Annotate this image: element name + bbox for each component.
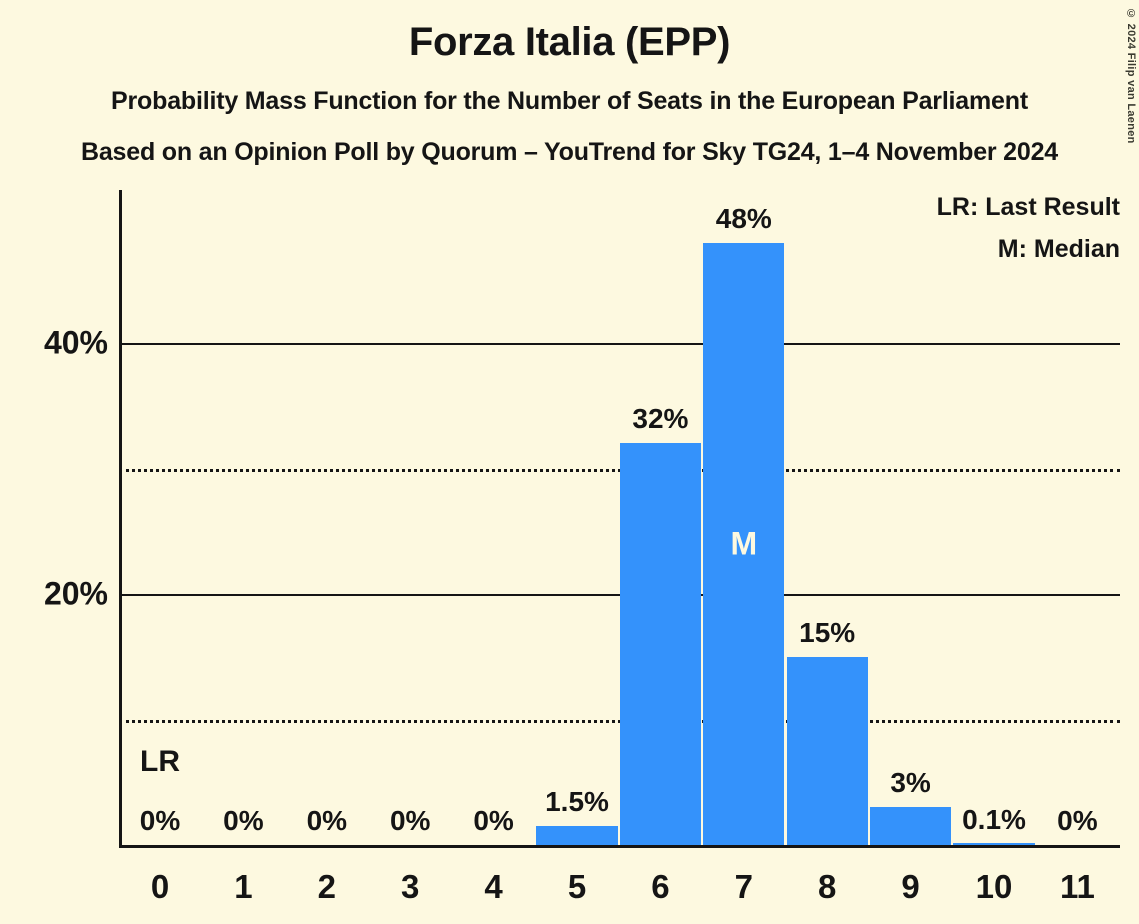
bar-value-label-9: 3% [890,767,931,799]
x-tick-label-10: 10 [975,868,1013,905]
legend-item-last-result: LR: Last Result [936,193,1120,221]
x-axis-line [119,845,1120,848]
x-tick-label-11: 11 [1059,868,1095,905]
bar-seat-6[interactable] [619,443,702,845]
gridline-30 [119,468,1120,472]
chart-source-line: Based on an Opinion Poll by Quorum – You… [81,138,1058,166]
bar-seat-5[interactable] [536,826,618,845]
last-result-marker: LR [140,745,180,778]
bar-value-label-2: 0% [306,805,348,836]
chart-subtitle: Probability Mass Function for the Number… [111,87,1028,115]
gridline-20 [119,594,1120,596]
x-tick-label-5: 5 [567,868,587,905]
bar-value-label-4: 0% [473,805,514,836]
page-title: Forza Italia (EPP) [408,20,731,64]
x-tick-label-0: 0 [150,868,170,905]
bar-seat-8[interactable] [786,656,868,845]
x-tick-label-2: 2 [317,868,336,905]
bar-value-label-5: 1.5% [545,786,609,818]
bar-value-label-3: 0% [389,805,431,836]
bar-value-label-1: 0% [223,805,264,836]
x-tick-label-9: 9 [901,868,920,905]
x-tick-label-7: 7 [734,868,753,905]
x-tick-label-3: 3 [401,868,420,905]
gridline-10 [119,719,1120,723]
y-tick-label-40%: 40% [43,324,108,361]
bar-seat-10[interactable] [953,843,1035,845]
legend-item-median: M: Median [997,235,1120,263]
copyright-notice: © 2024 Filip van Laenen [1125,8,1137,144]
bar-seat-7[interactable] [703,242,785,845]
bar-value-label-8: 15% [799,616,856,648]
median-marker: M [730,525,758,562]
bar-value-label-0: 0% [139,805,181,836]
bar-value-label-10: 0.1% [962,803,1026,835]
bar-seat-9[interactable] [869,807,952,845]
x-tick-label-1: 1 [234,868,253,905]
x-tick-label-4: 4 [484,868,503,905]
chart-legend: LR: Last Result M: Median [937,186,1120,270]
x-tick-label-8: 8 [818,868,837,905]
y-tick-label-20%: 20% [43,575,108,612]
y-axis-line [119,190,122,847]
gridline-40 [119,343,1120,345]
x-tick-label-6: 6 [651,868,670,905]
plot-area: 0% 0% 0% 0% 0% 1.5% 32% 48% 15% 3% 0.1% 0% LR M [119,190,1120,848]
bar-value-label-6: 32% [632,403,689,435]
bar-value-label-7: 48% [715,202,772,234]
bar-value-label-11: 0% [1057,805,1098,836]
